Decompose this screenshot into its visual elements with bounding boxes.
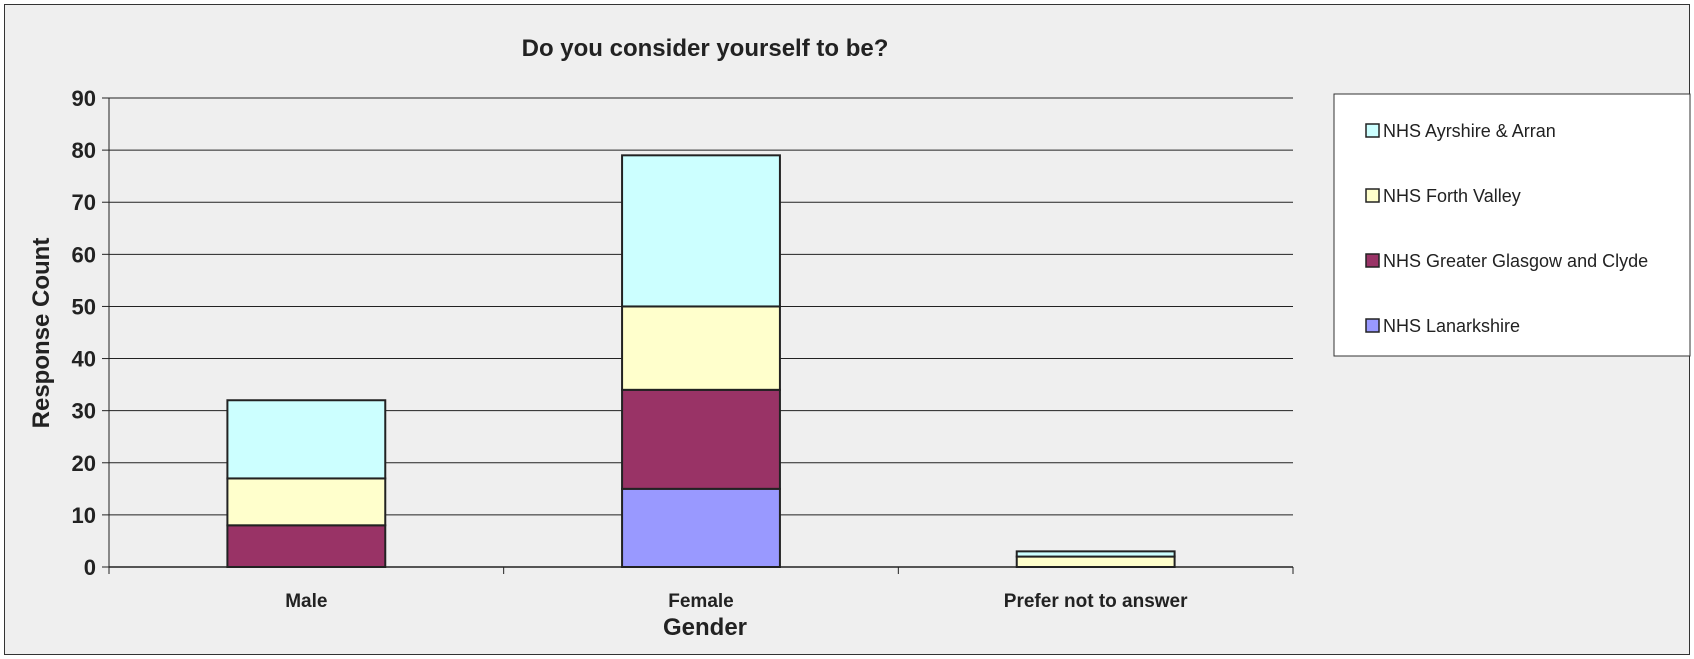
y-tick-label: 10 [72,503,96,528]
legend-swatch [1365,318,1380,333]
x-tick-label: Female [668,591,733,612]
bar-segment [621,305,781,391]
legend-swatch [1365,253,1380,268]
axes: 0 10 20 30 40 50 60 70 80 90 Male Female Prefer not … [72,86,1294,612]
bar-segment [621,388,781,490]
y-tick-label: 80 [72,138,96,163]
y-axis-title: Response Count [28,238,55,429]
bar-segment [226,524,387,568]
x-tick-label: Prefer not to answer [1004,591,1188,612]
chart-svg: Do you consider yourself to be? 0 10 20 30 4… [28,35,1691,641]
bar-segment [226,477,387,527]
x-axis-title: Gender [663,614,747,641]
bar-segment [226,399,387,480]
legend-label: NHS Lanarkshire [1383,316,1520,336]
y-tick-label: 0 [84,555,96,580]
bars [226,154,1176,569]
legend-swatch [1365,123,1380,138]
chart-frame: Do you consider yourself to be? 0 10 20 30 4… [4,4,1691,655]
legend-box [1333,93,1691,357]
x-tick-label: Male [285,591,327,612]
legend: NHS Ayrshire & Arran NHS Forth Valley NHS … [1333,93,1691,357]
bar-segment [621,487,781,569]
legend-label: NHS Greater Glasgow and Clyde [1383,251,1648,271]
y-tick-label: 50 [72,294,96,319]
chart-title: Do you consider yourself to be? [522,35,889,62]
y-tick-label: 60 [72,242,96,267]
y-tick-label: 20 [72,451,96,476]
y-tick-label: 70 [72,190,96,215]
y-tick-label: 30 [72,399,96,424]
bar-segment [1015,550,1176,558]
bar-segment [1015,555,1176,568]
legend-label: NHS Forth Valley [1383,186,1521,206]
bar-segment [621,154,781,308]
legend-label: NHS Ayrshire & Arran [1383,121,1556,141]
y-tick-label: 90 [72,86,96,111]
y-tick-label: 40 [72,347,96,372]
legend-swatch [1365,188,1380,203]
